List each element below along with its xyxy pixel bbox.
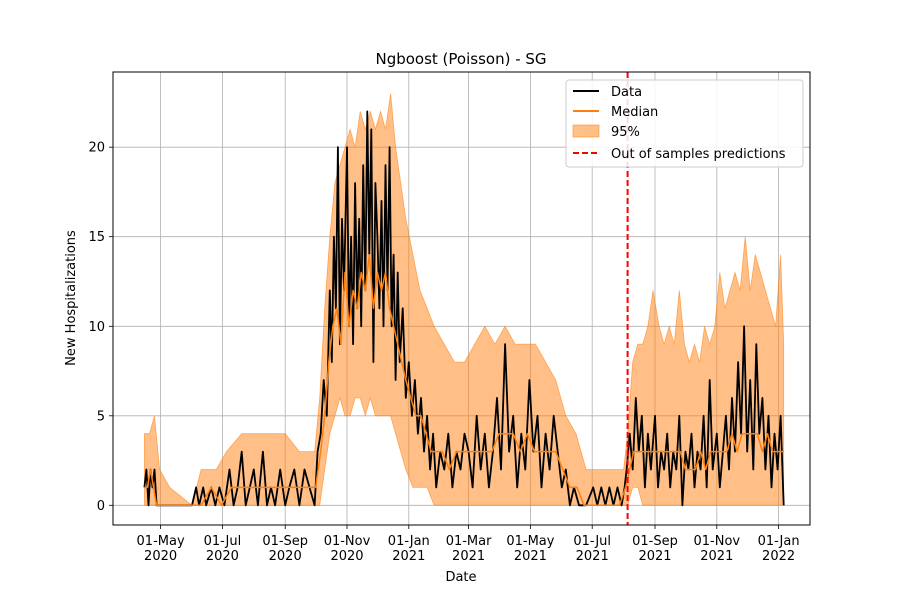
y-axis: 0 5 10 15 20 [88, 141, 113, 514]
x-axis-label: Date [445, 570, 476, 585]
x-tick-label: 2020 [269, 549, 302, 564]
y-tick-label: 10 [88, 320, 105, 335]
median-line-layer [144, 253, 784, 507]
x-tick-label: 01-Mar [446, 534, 492, 549]
y-tick-label: 5 [97, 409, 105, 424]
x-tick-label: 01-Sep [632, 534, 678, 549]
x-tick-label: 2020 [330, 549, 363, 564]
y-tick-label: 15 [88, 230, 105, 245]
legend: Data Median 95% Out of samples predictio… [565, 79, 804, 168]
x-tick-label: 01-Nov [693, 534, 740, 549]
x-tick-label: 2021 [700, 549, 733, 564]
x-tick-label: 01-Jan [388, 534, 430, 549]
x-tick-label: 01-May [506, 534, 554, 549]
legend-band-swatch [572, 124, 600, 138]
legend-box [565, 79, 804, 168]
x-tick-label: 01-Jul [573, 534, 611, 549]
x-tick-label: 01-Jan [758, 534, 800, 549]
x-tick-label: 2021 [638, 549, 671, 564]
x-tick-label: 2021 [576, 549, 609, 564]
legend-data-label: Data [611, 85, 642, 100]
x-tick-label: 2020 [144, 549, 177, 564]
chart-title: Ngboost (Poisson) - SG [375, 50, 546, 68]
x-tick-label: 2020 [206, 549, 239, 564]
legend-vline-label: Out of samples predictions [611, 147, 786, 162]
median-series-line [144, 253, 784, 507]
y-axis-label: New Hospitalizations [64, 230, 79, 366]
data-series-line [143, 110, 785, 507]
x-tick-label: 01-Sep [262, 534, 308, 549]
x-tick-label: 2021 [392, 549, 425, 564]
x-tick-label: 2021 [452, 549, 485, 564]
y-tick-label: 0 [97, 499, 105, 514]
x-tick-label: 2022 [762, 549, 795, 564]
x-tick-label: 2021 [514, 549, 547, 564]
y-tick-label: 20 [88, 141, 105, 156]
legend-band-label: 95% [611, 125, 640, 140]
x-axis: 01-May202001-Jul202001-Sep202001-Nov2020… [137, 525, 800, 564]
data-line-layer [143, 110, 785, 507]
plot-frame [112, 71, 811, 526]
x-tick-label: 01-Jul [204, 534, 242, 549]
legend-median-label: Median [611, 105, 658, 120]
x-tick-label: 01-Nov [324, 534, 371, 549]
x-tick-label: 01-May [137, 534, 185, 549]
